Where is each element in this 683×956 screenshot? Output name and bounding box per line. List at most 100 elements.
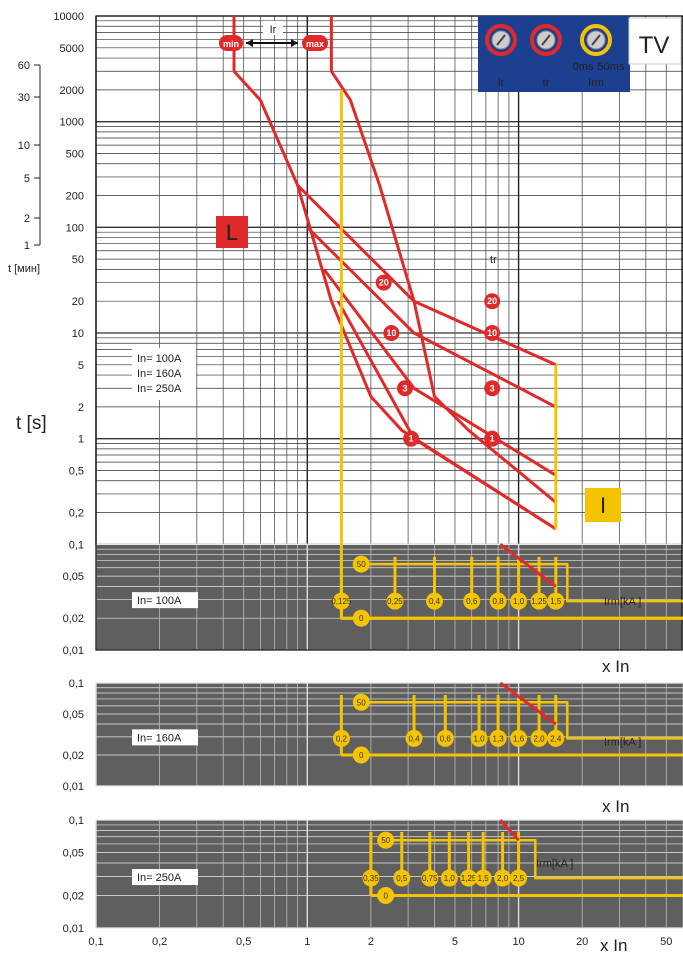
y-tick-label: 5 <box>78 360 84 372</box>
irm-badge-label: 1,0 <box>444 874 456 883</box>
irm-badge-label: 0,35 <box>363 874 379 883</box>
x-tick-label: 0,5 <box>236 936 251 948</box>
irm-badge-label: 1,5 <box>478 874 490 883</box>
y-tick-label: 0,01 <box>63 923 84 935</box>
tr-badge <box>484 325 501 341</box>
minutes-tick-label: 60 <box>18 60 30 72</box>
delay-badge <box>352 746 370 764</box>
y-tick-label: 0,02 <box>63 750 84 762</box>
ir-max-label: max <box>306 39 324 49</box>
y-tick-label: 0,5 <box>69 465 84 477</box>
ir-arrow-head <box>291 39 298 47</box>
irm-badge-label: 0,6 <box>440 734 452 743</box>
irm-badge-label: 2,5 <box>513 874 525 883</box>
irm-badge <box>510 729 528 747</box>
irm-badge-label: 1,0 <box>473 734 485 743</box>
irm-badge <box>489 592 507 610</box>
y-tick-label: 10 <box>72 328 84 340</box>
ir-max-badge <box>302 35 328 51</box>
irm-badge <box>530 729 548 747</box>
irm-badge-label: 2,0 <box>533 734 545 743</box>
y-tick-label: 0,1 <box>69 539 84 551</box>
delay-badge-label: 50 <box>357 698 366 707</box>
tr-badge-label: 10 <box>386 328 396 338</box>
tr-badge-label: 20 <box>487 296 497 306</box>
ir-dial-ring <box>485 24 517 56</box>
tr-badge-label: 3 <box>402 383 407 393</box>
y-tick-label: 100 <box>66 222 84 234</box>
y-tick-label: 0,01 <box>63 781 84 793</box>
tr-badge-label: 1 <box>490 434 495 444</box>
y-tick-label: 0,01 <box>63 645 84 657</box>
tr-badge <box>375 274 392 291</box>
irm-dial-ring <box>580 24 612 56</box>
irm-badge <box>547 729 565 747</box>
y-tick-label: 2 <box>78 402 84 414</box>
tr-dial-ring <box>530 24 562 56</box>
irm-badge <box>386 592 404 610</box>
irm-badge <box>489 729 507 747</box>
y-tick-label: 0,1 <box>69 678 84 690</box>
irm-50-line <box>353 562 683 603</box>
y-tick-label: 0,1 <box>69 815 84 827</box>
delay-badge-label: 50 <box>357 560 366 569</box>
y-tick-label: 1 <box>78 434 84 446</box>
irm-badge <box>332 592 350 610</box>
panel-rating-box <box>132 869 198 886</box>
tv-label: TV <box>639 32 670 59</box>
irm-badge <box>530 592 548 610</box>
panel-rating-label: In= 160A <box>137 732 182 744</box>
delay-badge <box>377 886 395 904</box>
panel-ir-label: Ir <box>498 77 505 89</box>
irm-badge <box>547 592 565 610</box>
x-tick-label: 20 <box>576 936 588 948</box>
irm-badge <box>421 869 439 887</box>
y-tick-label: 0,2 <box>69 508 84 520</box>
delay-badge <box>352 609 370 627</box>
y-tick-label: 20 <box>72 296 84 308</box>
i-label: I <box>600 493 606 518</box>
curve-series <box>330 70 557 504</box>
tr-badge-label: 20 <box>379 278 389 288</box>
x-tick-label: 1 <box>304 936 310 948</box>
ir-dial-indicator <box>496 34 506 46</box>
irm-badge <box>474 869 492 887</box>
y-tick-label: 0,05 <box>63 848 84 860</box>
irm-badge-label: 0,2 <box>336 734 348 743</box>
tr-line <box>296 184 557 367</box>
tr-badge <box>403 430 420 447</box>
rating-label: In= 100A <box>137 353 182 365</box>
irm-badge-label: 0,125 <box>331 597 352 606</box>
y-tick-label: 0,05 <box>63 709 84 721</box>
irm-badge <box>405 729 423 747</box>
x-tick-label: 50 <box>660 936 672 948</box>
delay-badge <box>377 831 395 849</box>
irm-badge <box>362 869 380 887</box>
irm-badge <box>470 729 488 747</box>
delay-badge-label: 0 <box>359 614 364 623</box>
irm-badge <box>494 869 512 887</box>
delay-badge-label: 0 <box>359 751 364 760</box>
x-axis-label: x In <box>602 657 629 676</box>
y-tick-label: 50 <box>72 254 84 266</box>
panel-rating-box <box>132 592 198 609</box>
irm-badge-label: 0,8 <box>493 597 505 606</box>
delay-badge <box>352 555 370 573</box>
tr-badge-label: 3 <box>490 383 495 393</box>
irm-badge-label: 1,6 <box>513 734 525 743</box>
x-tick-label: 0,1 <box>88 936 103 948</box>
instant-line <box>339 89 683 620</box>
irm-badge <box>426 592 444 610</box>
minutes-tick-label: 5 <box>24 173 30 185</box>
panel-irm-label: Irm <box>588 77 604 89</box>
x-axis-label: x In <box>602 797 629 816</box>
i-marker <box>585 488 621 522</box>
y-tick-label: 1000 <box>60 117 84 129</box>
tr-dial-indicator <box>541 34 551 46</box>
delay-badge <box>352 693 370 711</box>
ir-arrow-head <box>246 39 253 47</box>
irm-badge <box>436 729 454 747</box>
panel-rating-label: In= 250A <box>137 872 182 884</box>
minutes-tick-label: 2 <box>24 213 30 225</box>
irm-dial-indicator <box>591 34 601 46</box>
